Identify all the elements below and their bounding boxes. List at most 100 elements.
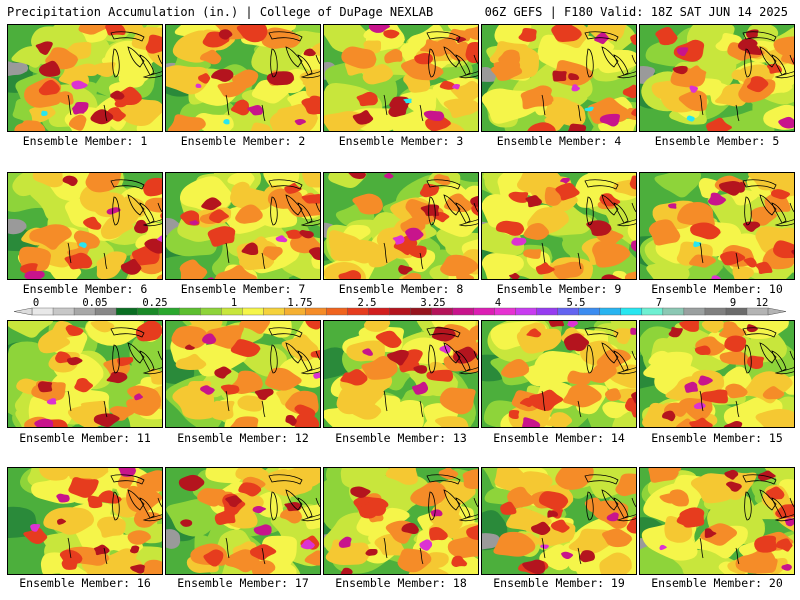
colorbar-left-arrow-icon (13, 307, 33, 316)
colorbar-tick-label: 12 (756, 298, 769, 309)
colorbar-swatch (536, 307, 559, 316)
precip-map (8, 321, 162, 427)
colorbar-swatch (347, 307, 369, 316)
colorbar-swatch (242, 307, 264, 316)
colorbar-tick-label: 3.25 (420, 298, 445, 309)
member-label-20: Ensemble Member: 20 (651, 576, 783, 590)
precip-map (324, 173, 478, 279)
precip-map (324, 25, 478, 131)
precip-map (8, 25, 162, 131)
precip-map (640, 468, 794, 574)
member-label-16: Ensemble Member: 16 (19, 576, 151, 590)
member-label-4: Ensemble Member: 4 (496, 134, 622, 148)
colorbar-swatch (31, 307, 54, 316)
colorbar-swatch (725, 307, 748, 316)
colorbar-swatch (284, 307, 306, 316)
colorbar-swatch (578, 307, 601, 316)
precip-map (482, 321, 636, 427)
colorbar-right-arrow-icon (767, 307, 787, 316)
colorbar-tick-label: 7 (656, 298, 662, 309)
precip-map (166, 468, 320, 574)
member-label-18: Ensemble Member: 18 (335, 576, 467, 590)
colorbar-tick-label: 9 (730, 298, 736, 309)
colorbar-tick-label: 0.05 (82, 298, 107, 309)
member-map-3 (323, 24, 479, 132)
colorbar-swatch (221, 307, 243, 316)
member-label-3: Ensemble Member: 3 (338, 134, 464, 148)
colorbar-swatch (73, 307, 96, 316)
member-label-2: Ensemble Member: 2 (180, 134, 306, 148)
member-map-18 (323, 467, 479, 575)
member-map-9 (481, 172, 637, 280)
member-label-7: Ensemble Member: 7 (180, 282, 306, 296)
member-label-14: Ensemble Member: 14 (493, 431, 625, 445)
colorbar-swatch (746, 307, 769, 316)
member-label-13: Ensemble Member: 13 (335, 431, 467, 445)
colorbar-swatch (494, 307, 517, 316)
precip-map (640, 25, 794, 131)
member-map-1 (7, 24, 163, 132)
colorbar-swatch (326, 307, 348, 316)
precip-map (482, 468, 636, 574)
colorbar-swatch (599, 307, 622, 316)
member-label-12: Ensemble Member: 12 (177, 431, 309, 445)
colorbar-swatch (305, 307, 327, 316)
member-map-14 (481, 320, 637, 428)
member-label-15: Ensemble Member: 15 (651, 431, 783, 445)
member-label-9: Ensemble Member: 9 (496, 282, 622, 296)
precip-map (640, 321, 794, 427)
colorbar-tick-label: 5.5 (567, 298, 586, 309)
colorbar-swatch (704, 307, 727, 316)
member-map-15 (639, 320, 795, 428)
colorbar: 0 0.05 0.25 1 1.75 2.5 3.25 4 5.5 7 9 12 (13, 298, 787, 316)
chart-title: Precipitation Accumulation (in.) | Colle… (7, 5, 434, 19)
colorbar-swatch (115, 307, 138, 316)
model-run-info: 06Z GEFS | F180 Valid: 18Z SAT JUN 14 20… (484, 5, 788, 19)
colorbar-swatch (431, 307, 454, 316)
precip-map (166, 25, 320, 131)
member-label-17: Ensemble Member: 17 (177, 576, 309, 590)
member-map-2 (165, 24, 321, 132)
colorbar-swatch (683, 307, 706, 316)
colorbar-swatch (200, 307, 222, 316)
member-label-19: Ensemble Member: 19 (493, 576, 625, 590)
colorbar-swatch (263, 307, 285, 316)
member-label-11: Ensemble Member: 11 (19, 431, 151, 445)
member-label-5: Ensemble Member: 5 (654, 134, 780, 148)
colorbar-swatch (452, 307, 475, 316)
member-map-20 (639, 467, 795, 575)
colorbar-tick-label: 1.75 (287, 298, 312, 309)
member-map-6 (7, 172, 163, 280)
colorbar-tick-label: 0 (33, 298, 39, 309)
precip-map (8, 468, 162, 574)
colorbar-tick-label: 0.25 (142, 298, 167, 309)
colorbar-swatch (641, 307, 664, 316)
member-map-7 (165, 172, 321, 280)
precip-map (8, 173, 162, 279)
colorbar-tick-label: 1 (231, 298, 237, 309)
precip-map (324, 321, 478, 427)
member-map-19 (481, 467, 637, 575)
colorbar-swatch (515, 307, 538, 316)
colorbar-swatch (52, 307, 75, 316)
colorbar-tick-label: 2.5 (358, 298, 377, 309)
colorbar-swatch (410, 307, 433, 316)
colorbar-swatch (473, 307, 496, 316)
member-map-16 (7, 467, 163, 575)
colorbar-swatch (620, 307, 643, 316)
member-map-11 (7, 320, 163, 428)
precip-map (166, 173, 320, 279)
colorbar-swatch (389, 307, 412, 316)
colorbar-swatch (178, 307, 201, 316)
member-map-12 (165, 320, 321, 428)
precip-map (166, 321, 320, 427)
member-map-17 (165, 467, 321, 575)
colorbar-swatch (368, 307, 390, 316)
precip-map (482, 173, 636, 279)
member-label-1: Ensemble Member: 1 (22, 134, 148, 148)
member-map-13 (323, 320, 479, 428)
precip-map (640, 173, 794, 279)
colorbar-tick-label: 4 (495, 298, 501, 309)
member-map-4 (481, 24, 637, 132)
colorbar-swatch (136, 307, 159, 316)
